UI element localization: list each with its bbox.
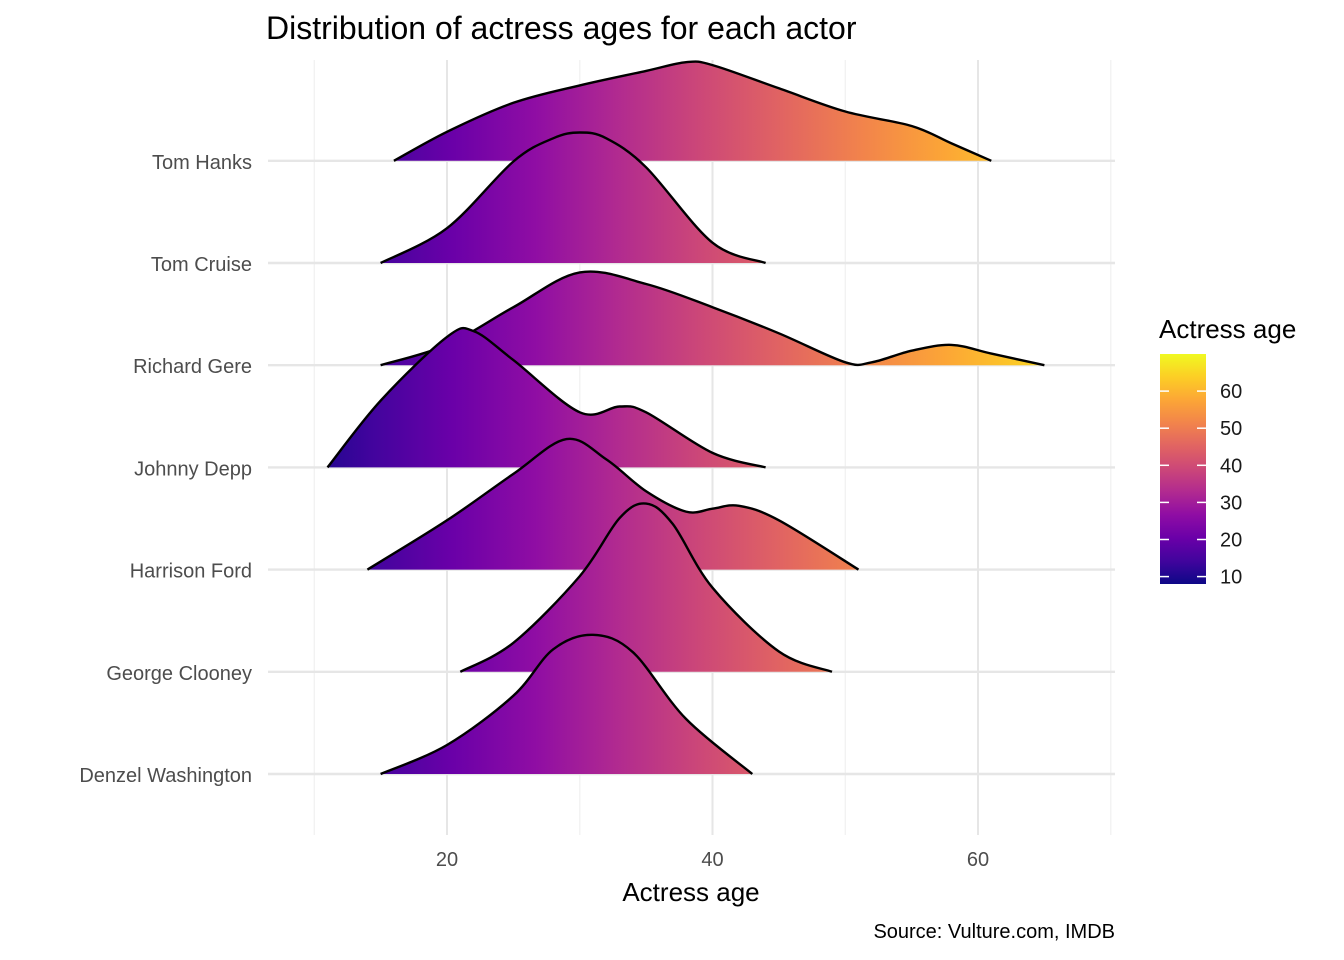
- x-tick-label: 40: [701, 849, 723, 871]
- y-axis-labels: Tom Hanks Tom Cruise Richard Gere Johnny De…: [79, 152, 252, 787]
- colorbar-tick-label: 40: [1220, 455, 1242, 477]
- colorbar-tick-label: 30: [1220, 492, 1242, 514]
- colorbar-tick-label: 50: [1220, 418, 1242, 440]
- y-tick-label: Tom Hanks: [152, 152, 252, 174]
- y-tick-label: Richard Gere: [133, 356, 252, 378]
- x-tick-label: 60: [967, 849, 989, 871]
- ridge-line-denzel-washington: [380, 633, 754, 776]
- colorbar-ticks: 10 20 30 40 50 60: [1160, 381, 1242, 589]
- y-tick-label: Harrison Ford: [130, 561, 252, 583]
- colorbar-tick-label: 60: [1220, 381, 1242, 403]
- ridge-line-richard-gere: [380, 270, 1045, 367]
- x-tick-label: 20: [436, 849, 458, 871]
- ridge-line-tom-cruise: [380, 131, 767, 265]
- ridge-line-johnny-depp: [326, 326, 766, 469]
- y-tick-label: Tom Cruise: [151, 254, 252, 276]
- x-axis-tick-labels: 20 40 60: [436, 849, 989, 871]
- colorbar-tick-label: 20: [1220, 530, 1242, 552]
- ridges: [326, 60, 1045, 776]
- y-tick-label: Johnny Depp: [134, 458, 252, 480]
- ridge-area-denzel-washington: [380, 634, 753, 774]
- colorbar-tick-label: 10: [1220, 567, 1242, 589]
- ridge-line-george-clooney: [459, 502, 833, 673]
- colorbar: [1160, 354, 1206, 584]
- ridge-area-johnny-depp: [327, 328, 766, 468]
- ridge-area-harrison-ford: [367, 438, 859, 570]
- ridge-area-tom-cruise: [380, 132, 766, 263]
- legend-title: Actress age: [1159, 314, 1296, 344]
- x-axis-label: Actress age: [622, 877, 759, 907]
- caption: Source: Vulture.com, IMDB: [873, 921, 1115, 943]
- ridge-line-tom-hanks: [393, 60, 992, 162]
- ridge-area-richard-gere: [380, 271, 1045, 366]
- chart-title: Distribution of actress ages for each ac…: [266, 10, 857, 46]
- y-tick-label: Denzel Washington: [79, 765, 252, 787]
- ridge-area-tom-hanks: [393, 61, 992, 161]
- ridge-area-george-clooney: [460, 503, 832, 672]
- legend: Actress age 10 20 30 40 50 60: [1159, 314, 1296, 589]
- y-tick-label: George Clooney: [106, 663, 252, 685]
- ridge-line-harrison-ford: [366, 437, 860, 571]
